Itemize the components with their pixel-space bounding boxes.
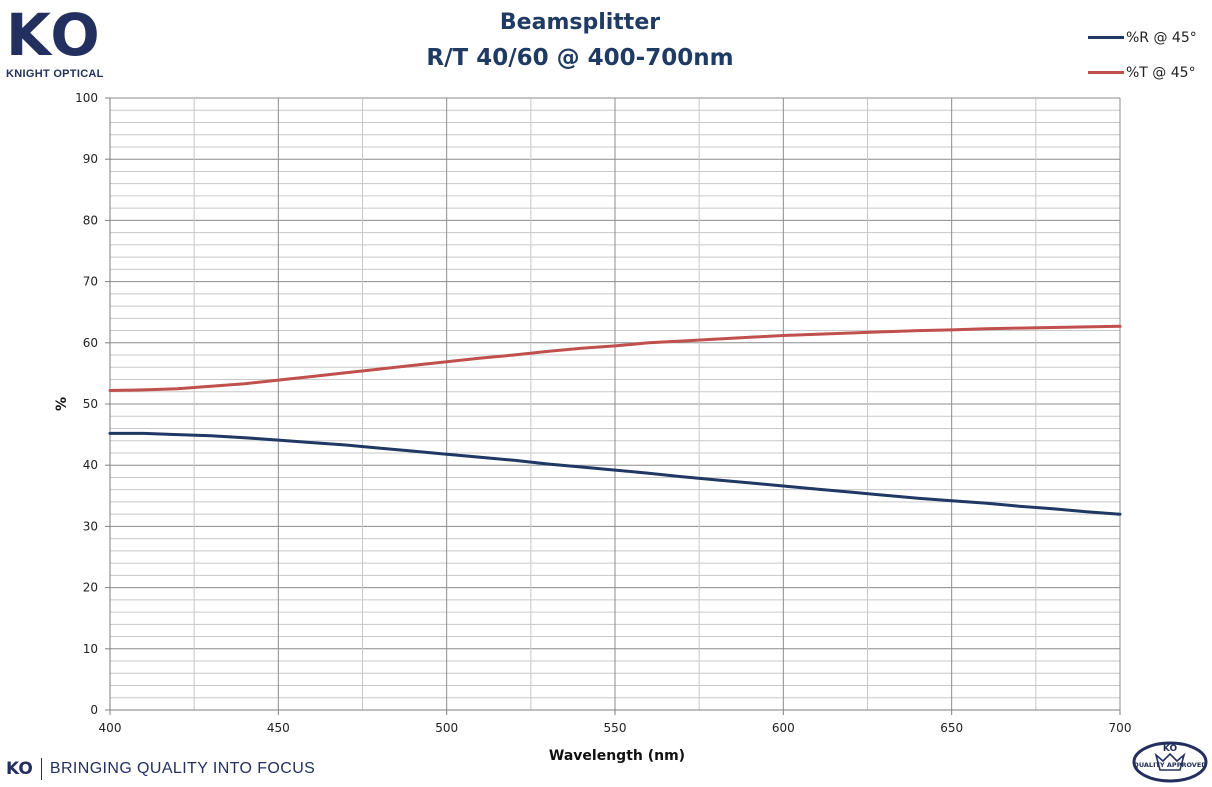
y-tick-label: 30 — [83, 519, 98, 533]
y-tick-label: 80 — [83, 213, 98, 227]
x-tick-label: 400 — [99, 721, 122, 735]
y-tick-label: 70 — [83, 275, 98, 289]
footer-mark: KO — [6, 759, 33, 779]
x-tick-label: 650 — [940, 721, 963, 735]
chart-legend: %R @ 45° %T @ 45° — [1088, 20, 1197, 90]
badge-ring — [1132, 741, 1208, 783]
series-line-transmittance — [108, 324, 1122, 392]
x-tick-label: 550 — [604, 721, 627, 735]
diamond-icon — [1154, 752, 1186, 771]
brand-logo: KO KNIGHT OPTICAL — [6, 4, 124, 80]
quality-approved-badge: KO QUALITY APPROVED — [1132, 741, 1208, 783]
tick-labels: 0 10 20 30 40 50 60 70 80 90 100 400 450 500 550 600 650… — [75, 91, 1131, 735]
footer-divider — [40, 758, 42, 780]
logo-mark: KO — [6, 1, 102, 69]
footer: KO BRINGING QUALITY INTO FOCUS — [6, 758, 315, 780]
badge-text: QUALITY APPROVED — [1133, 761, 1207, 769]
legend-item-reflectance: %R @ 45° — [1088, 20, 1197, 55]
badge-mark: KO — [1163, 744, 1178, 754]
chart-title: Beamsplitter — [499, 10, 661, 35]
y-axis-label: % — [54, 397, 70, 411]
y-tick-label: 90 — [83, 152, 98, 166]
y-tick-label: 20 — [83, 581, 98, 595]
x-tick-label: 700 — [1109, 721, 1132, 735]
y-tick-label: 100 — [75, 91, 98, 105]
legend-label-transmittance: %T @ 45° — [1126, 64, 1196, 81]
logo-subtitle: KNIGHT OPTICAL — [6, 68, 104, 80]
series-line-reflectance — [108, 431, 1122, 516]
x-tick-label: 450 — [267, 721, 290, 735]
legend-swatch-transmittance — [1088, 71, 1124, 74]
y-tick-label: 10 — [83, 642, 98, 656]
legend-label-reflectance: %R @ 45° — [1126, 29, 1197, 46]
footer-tagline: BRINGING QUALITY INTO FOCUS — [49, 760, 316, 777]
series-lines — [108, 324, 1122, 516]
chart-axes — [105, 97, 1121, 715]
chart-grid — [110, 97, 1121, 710]
chart-subtitle: R/T 40/60 @ 400-700nm — [426, 45, 734, 71]
y-tick-label: 0 — [90, 703, 98, 717]
legend-swatch-reflectance — [1088, 36, 1124, 39]
x-axis-label: Wavelength (nm) — [549, 748, 685, 764]
y-tick-label: 60 — [83, 336, 98, 350]
legend-item-transmittance: %T @ 45° — [1088, 55, 1197, 90]
y-tick-label: 50 — [83, 397, 98, 411]
x-tick-label: 500 — [435, 721, 458, 735]
x-tick-label: 600 — [772, 721, 795, 735]
y-tick-label: 40 — [83, 458, 98, 472]
